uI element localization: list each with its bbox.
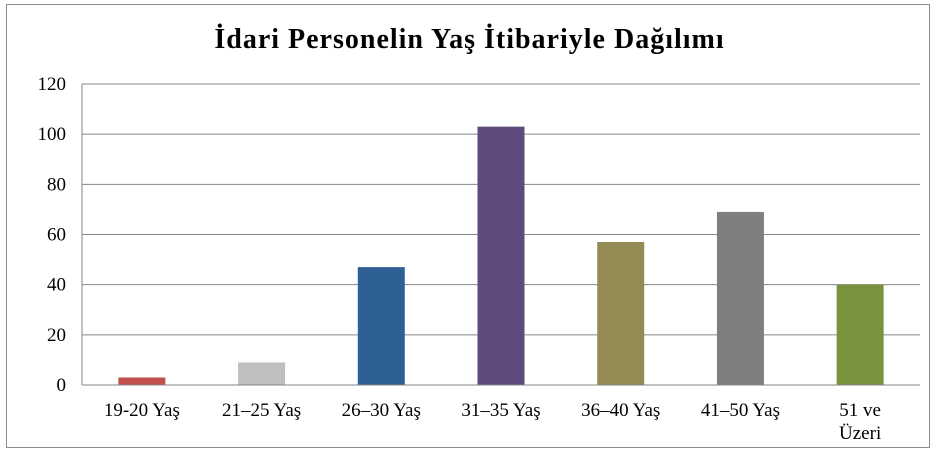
axis-labels: 0 20 40 60 80 100 120 19-20 Yaş 21–25 Yaş 26–30 Y…	[38, 74, 882, 444]
y-tick-label: 100	[38, 124, 67, 145]
chart-title: İdari Personelin Yaş İtibariyle Dağılımı	[214, 24, 725, 55]
y-tick-label: 120	[38, 74, 67, 95]
bar	[836, 284, 884, 385]
bar	[238, 362, 286, 385]
x-tick-label: 26–30 Yaş	[342, 400, 421, 421]
bars	[118, 126, 884, 386]
bar	[477, 126, 525, 386]
bar	[118, 377, 166, 385]
x-tick-label: 51 ve	[839, 400, 881, 421]
chart-frame	[6, 4, 930, 448]
y-tick-label: 0	[57, 375, 67, 396]
y-tick-label: 40	[47, 275, 66, 296]
axes	[81, 84, 920, 386]
x-tick-label: 19-20 Yaş	[104, 400, 180, 421]
y-tick-label: 20	[47, 325, 66, 346]
y-tick-label: 60	[47, 225, 66, 246]
bar	[597, 242, 645, 385]
x-tick-label: 31–35 Yaş	[461, 400, 540, 421]
x-tick-label: Üzeri	[839, 423, 881, 444]
x-tick-label: 21–25 Yaş	[222, 400, 301, 421]
x-tick-label: 41–50 Yaş	[701, 400, 780, 421]
bar	[716, 211, 764, 385]
bar	[357, 267, 405, 385]
x-tick-label: 36–40 Yaş	[581, 400, 660, 421]
y-tick-label: 80	[47, 174, 66, 195]
